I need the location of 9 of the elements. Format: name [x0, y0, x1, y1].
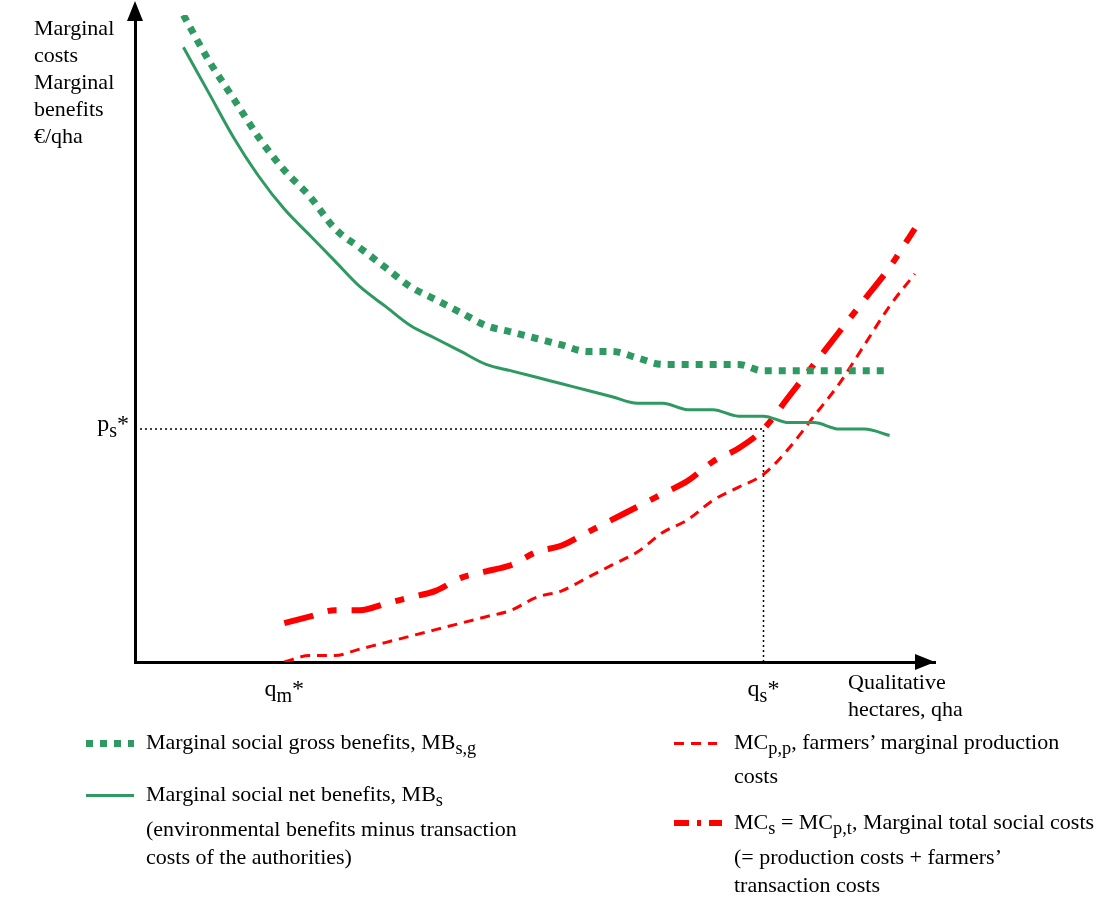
x-tick-label: q$_{m}$*: [263, 674, 306, 708]
legend-label: Marginal social gross benefits, MB$_{s,g}$: [146, 728, 477, 761]
ref-line-label: p$_{s}$*: [97, 409, 129, 443]
x-axis-title: Qualitative hectares, qha: [848, 668, 964, 722]
legend-label: Marginal social net benefits, MB$_{s}$ (environmental benefits minus transaction costs of the authorities): [146, 780, 518, 871]
y-axis-title: Marginal costs Marginal benefits €/qha: [34, 14, 116, 149]
legend-label: MC$_{s}$ = MC$_{p,t}$, Marginal total social costs (= production costs + farmers’ transaction costs: [734, 808, 1096, 899]
x-tick-label: q$_{s}$*: [746, 674, 781, 708]
legend-label: MC$_{p,p}$, farmers’ marginal production costs: [734, 728, 1061, 791]
